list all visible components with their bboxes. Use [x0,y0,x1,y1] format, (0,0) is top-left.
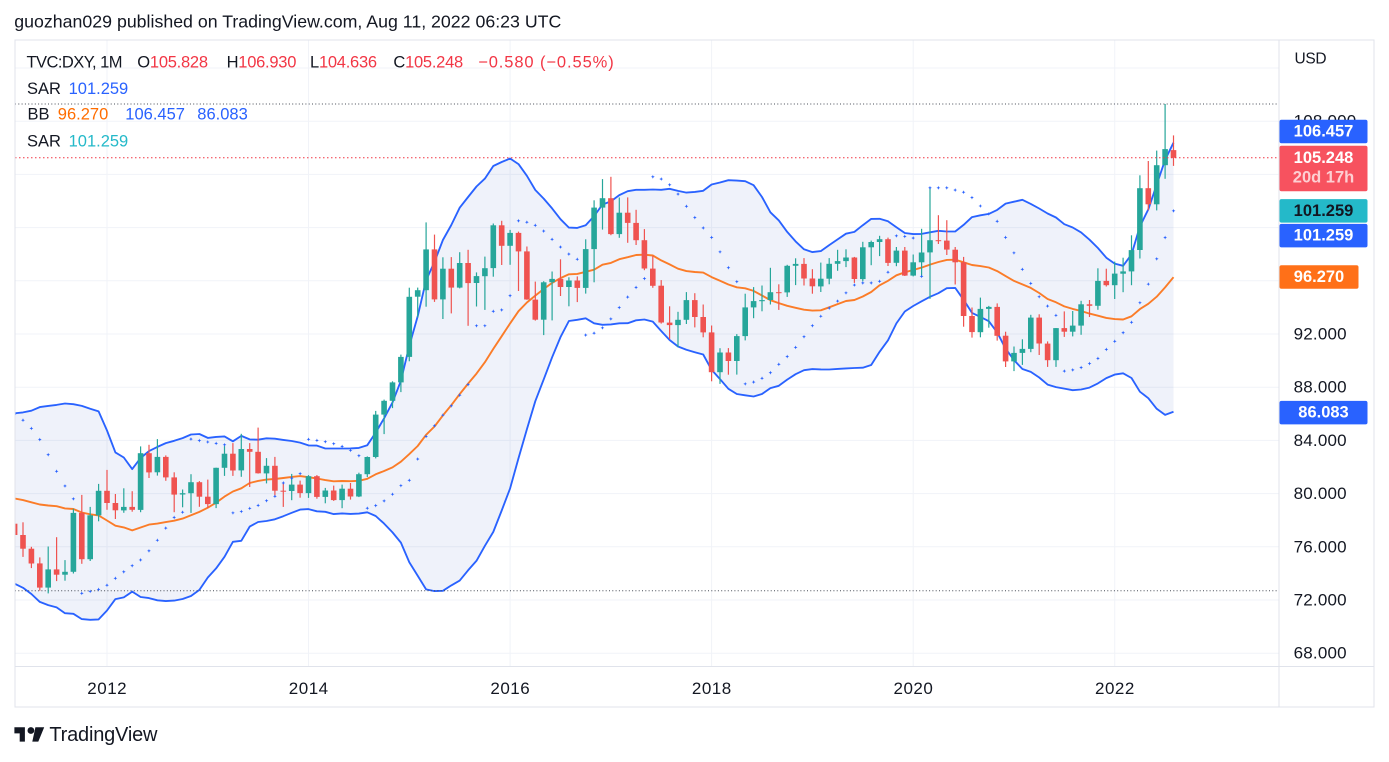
svg-text:80.000: 80.000 [1294,484,1347,503]
svg-text:L104.636: L104.636 [310,53,377,71]
svg-text:68.000: 68.000 [1294,644,1347,663]
svg-text:2014: 2014 [289,679,329,698]
svg-text:SAR: SAR [27,80,61,98]
svg-text:101.259: 101.259 [69,132,129,150]
svg-text:2016: 2016 [490,679,530,698]
svg-text:86.083: 86.083 [197,106,247,124]
svg-text:BB: BB [28,106,50,124]
svg-text:88.000: 88.000 [1294,378,1347,397]
svg-text:C105.248: C105.248 [393,53,463,71]
svg-text:105.248: 105.248 [1294,149,1354,167]
svg-text:96.270: 96.270 [58,106,108,124]
svg-text:106.457: 106.457 [125,106,185,124]
svg-text:96.270: 96.270 [1294,268,1344,286]
svg-text:SAR: SAR [27,132,61,150]
svg-text:−0.580 (−0.55%): −0.580 (−0.55%) [478,53,614,71]
svg-text:2012: 2012 [87,679,127,698]
svg-text:O105.828: O105.828 [137,53,208,71]
svg-text:101.259: 101.259 [1294,227,1354,245]
svg-text:101.259: 101.259 [69,80,129,98]
svg-text:2022: 2022 [1095,679,1135,698]
svg-text:TradingView: TradingView [49,724,158,746]
svg-text:86.083: 86.083 [1298,404,1348,422]
svg-text:101.259: 101.259 [1294,202,1354,220]
svg-text:2020: 2020 [893,679,933,698]
svg-text:TVC:DXY, 1M: TVC:DXY, 1M [27,53,122,71]
svg-text:76.000: 76.000 [1294,537,1347,556]
svg-text:84.000: 84.000 [1294,431,1347,450]
svg-text:92.000: 92.000 [1294,325,1347,344]
svg-text:2018: 2018 [692,679,732,698]
svg-text:106.457: 106.457 [1294,123,1354,141]
svg-text:H106.930: H106.930 [227,53,297,71]
svg-text:20d 17h: 20d 17h [1293,168,1354,186]
svg-text:guozhan029 published on Tradin: guozhan029 published on TradingView.com,… [14,11,561,31]
svg-text:72.000: 72.000 [1294,591,1347,610]
svg-text:USD: USD [1295,51,1327,68]
